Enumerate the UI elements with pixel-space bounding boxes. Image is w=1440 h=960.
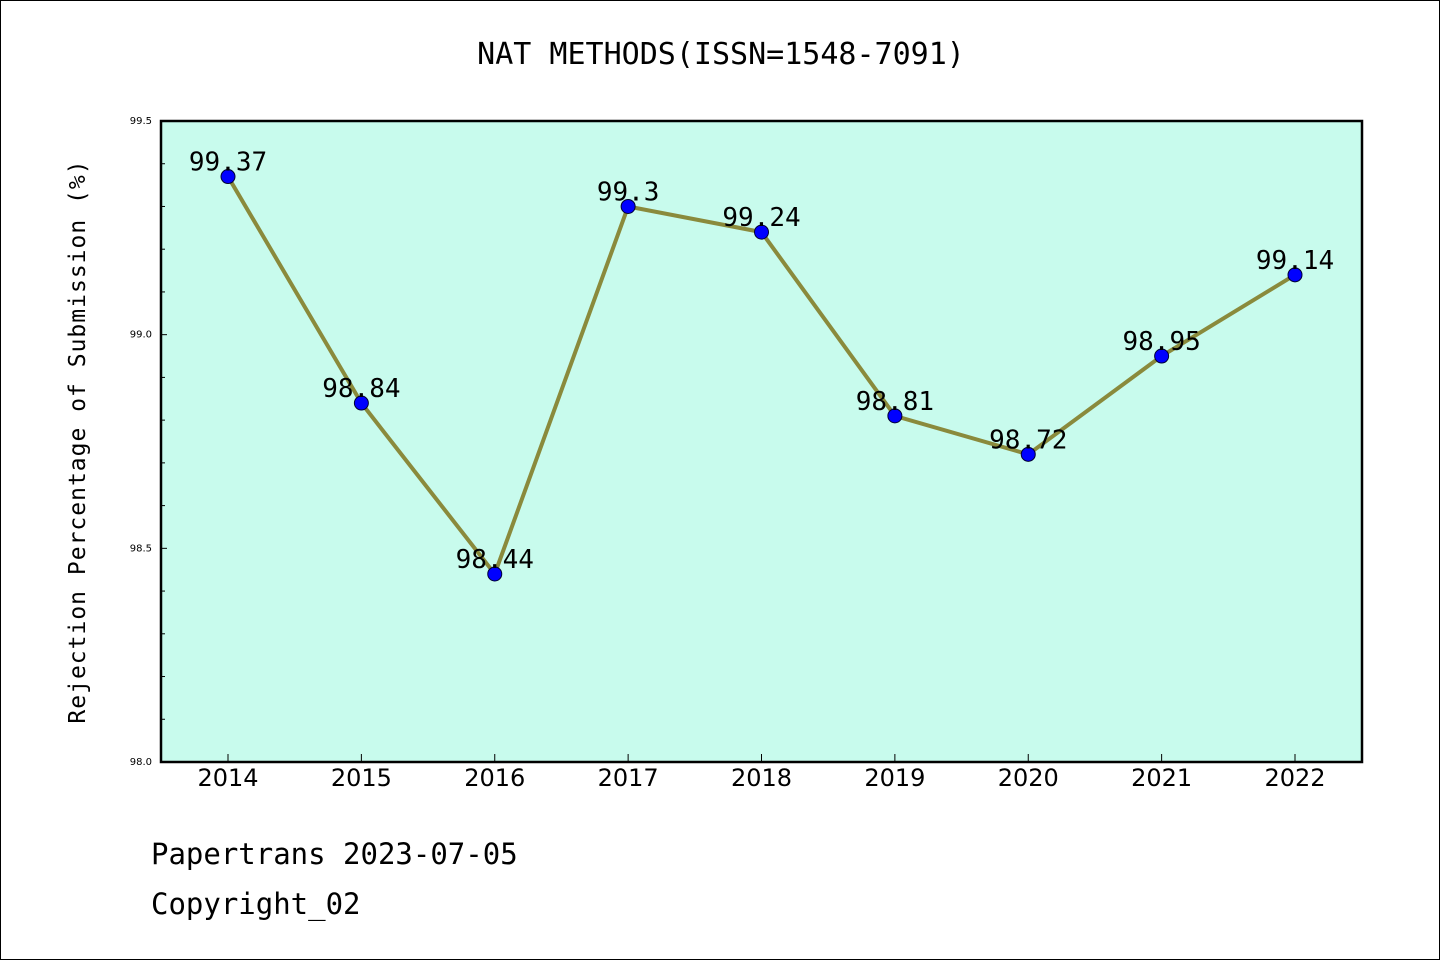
y-tick-label: 99.0 — [130, 330, 152, 341]
data-label: 99.37 — [189, 148, 267, 178]
data-point — [1020, 446, 1036, 462]
data-point — [353, 395, 369, 411]
data-point — [620, 198, 636, 214]
footer-date: Papertrans 2023-07-05 — [151, 837, 518, 871]
y-tick-label: 99.5 — [130, 116, 152, 127]
data-label: 99.24 — [722, 203, 800, 233]
footer-copyright: Copyright_02 — [151, 887, 361, 921]
data-point — [220, 169, 236, 185]
x-tick-label: 2018 — [731, 764, 792, 792]
data-label: 99.3 — [597, 177, 660, 207]
data-point — [1287, 267, 1303, 283]
x-tick-label: 2015 — [331, 764, 392, 792]
x-tick-label: 2017 — [598, 764, 659, 792]
data-point — [887, 408, 903, 424]
data-label: 98.44 — [456, 545, 534, 575]
y-axis-label-group: Rejection Percentage of Submission (%) — [65, 159, 91, 723]
y-tick-label: 98.0 — [130, 757, 152, 768]
x-tick-label: 2016 — [464, 764, 525, 792]
data-point — [487, 566, 503, 582]
y-tick-label: 98.5 — [130, 543, 152, 554]
chart-title: NAT METHODS(ISSN=1548-7091) — [477, 37, 965, 72]
data-point — [1154, 348, 1170, 364]
data-label: 99.14 — [1256, 246, 1334, 276]
x-tick-label: 2021 — [1131, 764, 1192, 792]
data-label: 98.95 — [1122, 327, 1200, 357]
data-label: 98.84 — [322, 374, 400, 404]
y-axis-label: Rejection Percentage of Submission (%) — [65, 159, 91, 723]
x-tick-label: 2019 — [864, 764, 925, 792]
data-label: 98.72 — [989, 425, 1067, 455]
x-tick-label: 2022 — [1264, 764, 1325, 792]
data-label: 98.81 — [856, 387, 934, 417]
x-tick-label: 2014 — [197, 764, 258, 792]
x-tick-label: 2020 — [998, 764, 1059, 792]
data-point — [754, 224, 769, 240]
